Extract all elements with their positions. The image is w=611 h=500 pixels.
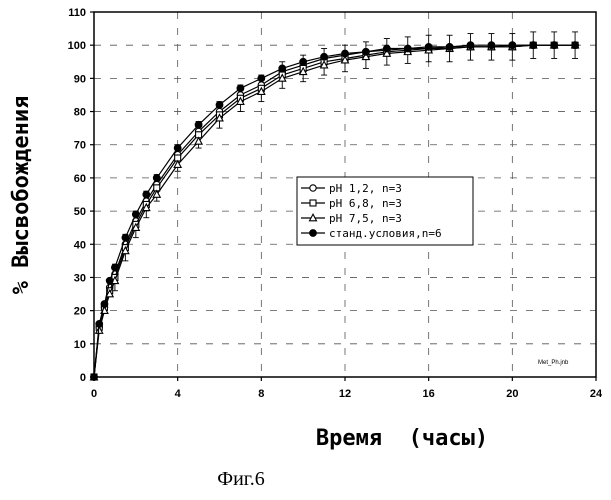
data-point-standard: [310, 230, 317, 237]
data-point-standard: [96, 321, 103, 328]
data-point-standard: [174, 145, 181, 152]
data-point-standard: [216, 102, 223, 109]
data-point-standard: [258, 75, 265, 82]
data-point-standard: [383, 45, 390, 52]
y-tick-label: 70: [74, 140, 86, 152]
data-point-standard: [279, 65, 286, 72]
figure-caption: Фиг.6: [217, 468, 264, 490]
data-point-standard: [404, 45, 411, 52]
y-tick-label: 40: [74, 239, 86, 251]
data-point-standard: [467, 42, 474, 49]
legend-label: pH 6,8, n=3: [329, 197, 402, 210]
y-tick-label: 10: [74, 339, 86, 351]
data-point-standard: [530, 42, 537, 49]
data-point-standard: [446, 43, 453, 50]
data-point-standard: [195, 121, 202, 128]
data-point-ph68: [310, 200, 316, 206]
y-tick-label: 20: [74, 306, 86, 318]
y-tick-label: 30: [74, 272, 86, 284]
data-point-standard: [509, 42, 516, 49]
data-point-standard: [342, 50, 349, 57]
y-tick-label: 50: [74, 206, 86, 218]
x-axis-title: Время (часы): [316, 426, 488, 451]
legend: pH 1,2, n=3 pH 6,8, n=3 pH 7,5, n=3 станд.у…: [297, 177, 473, 245]
data-point-standard: [321, 53, 328, 60]
data-point-standard: [106, 277, 113, 284]
x-tick-label: 0: [91, 388, 97, 400]
x-tick-label: 8: [258, 388, 264, 400]
data-point-standard: [551, 42, 558, 49]
data-point-standard: [237, 85, 244, 92]
data-point-standard: [122, 234, 129, 241]
data-point-standard: [300, 58, 307, 65]
data-point-standard: [363, 48, 370, 55]
y-tick-label: 110: [68, 7, 86, 19]
x-tick-label: 16: [423, 388, 435, 400]
data-point-standard: [153, 175, 160, 182]
y-tick-label: 90: [74, 73, 86, 85]
file-watermark: Met_Ph.jnb: [538, 360, 569, 366]
legend-label: станд.условия,n=6: [329, 227, 442, 240]
data-point-standard: [112, 264, 119, 271]
x-tick-label: 20: [506, 388, 518, 400]
y-tick-label: 80: [74, 107, 86, 119]
data-point-standard: [101, 301, 108, 308]
data-point-standard: [488, 42, 495, 49]
legend-label: pH 7,5, n=3: [329, 212, 402, 225]
data-point-standard: [572, 42, 579, 49]
data-point-standard: [132, 211, 139, 218]
legend-label: pH 1,2, n=3: [329, 182, 402, 195]
data-point-ph12: [310, 185, 316, 191]
data-point-standard: [91, 374, 98, 381]
x-tick-label: 24: [590, 388, 603, 400]
y-tick-label: 0: [80, 372, 86, 384]
x-tick-label: 4: [175, 388, 182, 400]
y-tick-label: 60: [74, 173, 86, 185]
x-tick-label: 12: [339, 388, 351, 400]
y-tick-label: 100: [68, 40, 86, 52]
y-axis-title: % Высвобождения: [9, 96, 34, 295]
data-point-standard: [143, 191, 150, 198]
data-point-standard: [425, 43, 432, 50]
